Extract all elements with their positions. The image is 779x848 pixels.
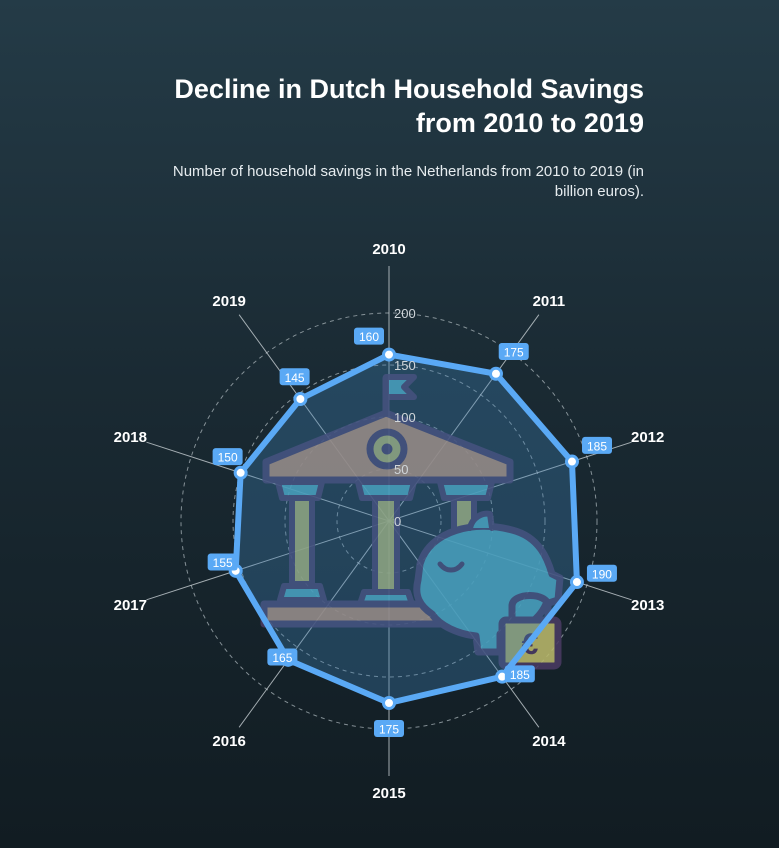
radial-tick-label: 200 [394,306,416,321]
value-label-2012: 185 [582,436,613,454]
value-label-2018: 150 [212,448,243,466]
value-label-2014: 185 [504,665,535,683]
category-label-2011: 2011 [533,293,566,310]
data-point-2019 [293,392,308,407]
category-label-2013: 2013 [631,597,664,614]
category-label-2010: 2010 [372,241,405,258]
category-label-2016: 2016 [212,733,245,750]
radial-tick-label: 0 [394,514,401,529]
value-label-2019: 145 [279,368,310,386]
value-label-text: 150 [218,451,238,465]
radial-tick-label: 150 [394,358,416,373]
data-point-2018 [233,465,248,480]
value-labels: 160 175 185 190 185 175 165 155 150 145 [207,327,617,737]
value-label-text: 160 [359,330,379,344]
radial-tick-label: 100 [394,410,416,425]
value-label-text: 190 [592,567,612,581]
value-label-text: 155 [213,556,233,570]
category-label-2012: 2012 [631,429,664,446]
value-label-2016: 165 [267,648,298,666]
category-label-2014: 2014 [532,733,566,750]
data-point-2015 [382,696,396,710]
bank-piggy-bank-icon: € [260,374,564,670]
value-label-2011: 175 [498,343,529,361]
category-label-2018: 2018 [114,429,147,446]
value-label-text: 165 [272,651,292,665]
category-label-2019: 2019 [212,293,245,310]
chart-title: Decline in Dutch Household Savings from … [174,74,644,138]
data-point-2012 [564,454,579,469]
value-label-2015: 175 [374,720,404,737]
data-point-2013 [569,575,584,590]
value-label-2013: 190 [586,564,617,582]
radial-tick-label: 50 [394,462,408,477]
value-label-text: 145 [285,371,305,385]
data-point-2010 [382,347,396,362]
value-label-text: 175 [379,723,399,737]
value-label-text: 185 [587,439,607,453]
value-label-text: 175 [504,346,524,360]
category-label-2017: 2017 [114,597,147,614]
value-label-text: 185 [510,668,530,682]
chart-subtitle: Number of household savings in the Nethe… [172,163,644,200]
value-label-2010: 160 [354,327,384,345]
data-point-2011 [488,366,503,381]
radial-tick-labels: 0 50 100 150 200 [394,306,416,529]
grid-circle [232,364,546,678]
value-label-2017: 155 [207,553,238,571]
category-labels: 2010 2011 2012 2013 2014 2015 2016 2017 2018 2019 [114,241,665,802]
category-label-2015: 2015 [372,785,405,802]
